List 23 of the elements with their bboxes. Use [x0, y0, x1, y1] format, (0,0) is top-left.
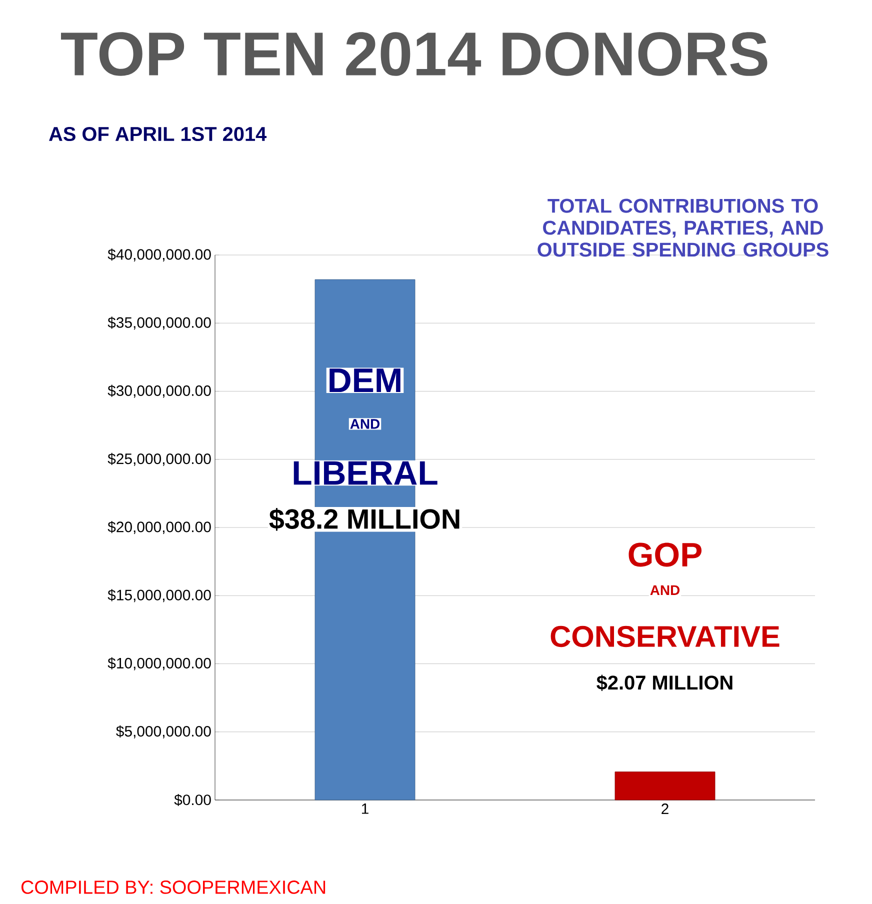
text: COMPILED BY: SOOPERMEXICAN — [21, 880, 326, 894]
y-tick-label: $40,000,000.00 — [108, 248, 211, 262]
chart-title: TOP TEN 2014 DONORS — [60, 32, 768, 76]
y-tick-label: $20,000,000.00 — [108, 521, 211, 534]
y-tick-label: $0.00 — [174, 794, 211, 806]
annotation: CONSERVATIVE — [550, 626, 780, 648]
y-tick-label: $5,000,000.00 — [116, 725, 211, 738]
y-tick-label: $10,000,000.00 — [108, 657, 211, 670]
y-tick-label: $30,000,000.00 — [108, 384, 211, 398]
chart-subtitle: AS OF APRIL 1ST 2014 — [49, 126, 267, 142]
y-tick-label: $15,000,000.00 — [108, 589, 211, 602]
annotation: $38.2 MILLION — [269, 508, 460, 531]
y-tick-label: $35,000,000.00 — [108, 316, 211, 330]
annotation: $2.07 MILLION — [596, 674, 732, 691]
x-tick-label: 2 — [662, 804, 668, 814]
annotation: GOP — [628, 542, 702, 567]
annotation: TOTAL CONTRIBUTIONS TO CANDIDATES, PARTIES, AND OUTSIDE SPENDING GROUPS — [538, 198, 828, 257]
y-tick-label: $25,000,000.00 — [108, 452, 211, 466]
annotation: DEM — [330, 368, 400, 392]
x-tick-label: 1 — [362, 804, 368, 814]
annotation: AND — [350, 419, 380, 429]
annotation: AND — [650, 585, 680, 595]
annotation: LIBERAL — [294, 461, 438, 485]
